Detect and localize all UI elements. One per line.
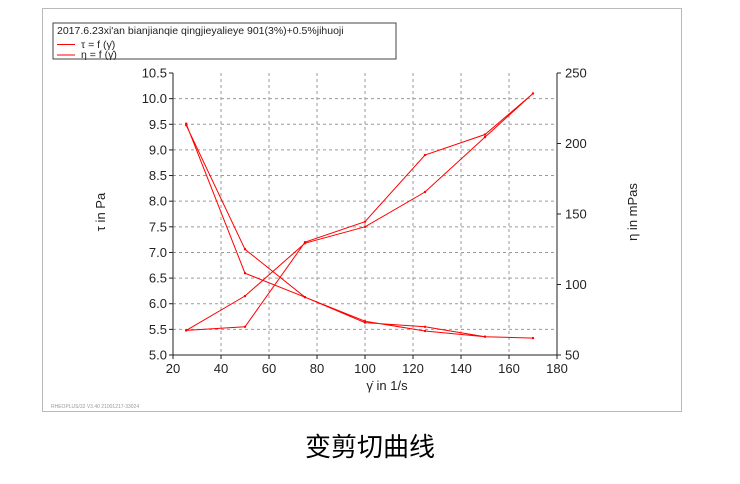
- data-point-eta: [423, 325, 427, 328]
- data-point-tau: [363, 225, 367, 229]
- data-point-tau: [531, 92, 535, 95]
- data-point-tau: [363, 220, 367, 223]
- x-tick-label: 160: [498, 361, 520, 376]
- x-tick-label: 140: [450, 361, 472, 376]
- legend-box: [52, 22, 397, 60]
- data-point-eta: [483, 335, 487, 338]
- y-left-tick-label: 10.5: [142, 66, 167, 81]
- x-tick-label: 100: [354, 361, 376, 376]
- y-left-tick-label: 5.5: [149, 322, 167, 337]
- y-left-tick-label: 9.0: [149, 142, 167, 157]
- data-point-eta: [303, 295, 307, 299]
- watermark: RHEOPLUS/32 V3.40 21001217-33024: [51, 404, 139, 410]
- x-tick-label: 120: [402, 361, 424, 376]
- legend-entry-tau: τ = f (γ̇): [81, 39, 115, 51]
- data-point-eta: [363, 319, 367, 323]
- y-left-tick-label: 8.0: [149, 194, 167, 209]
- figure-caption: 变剪切曲线: [304, 433, 435, 463]
- y-right-axis-title: η in mPas: [625, 183, 640, 241]
- series-line-tau: [185, 93, 534, 331]
- y-left-tick-label: 7.0: [149, 245, 167, 260]
- data-point-tau: [423, 153, 427, 157]
- data-point-tau: [303, 242, 307, 245]
- x-tick-label: 180: [546, 361, 568, 376]
- series-line-eta: [185, 123, 534, 339]
- data-point-eta: [243, 248, 247, 251]
- x-tick-label: 40: [214, 361, 228, 376]
- y-right-tick-label: 150: [565, 207, 587, 222]
- data-point-tau: [423, 190, 427, 194]
- x-tick-label: 60: [262, 361, 276, 376]
- axes-layer: 20 40 60 80 100 120 140 160 180 5.0 5.5 6.0 6.5 7.0 7.…: [142, 66, 587, 377]
- legend-title: 2017.6.23xi'an bianjianqie qingjieyaliey…: [57, 25, 344, 37]
- y-left-axis-title: τ in Pa: [93, 192, 108, 231]
- y-left-tick-label: 5.0: [149, 348, 167, 363]
- y-left-tick-label: 9.5: [149, 117, 167, 132]
- data-point-tau: [243, 325, 247, 328]
- data-point-eta: [243, 272, 247, 275]
- series-layer: [185, 92, 535, 340]
- data-point-tau: [483, 133, 487, 136]
- data-point-tau: [243, 294, 247, 298]
- chart: 20 40 60 80 100 120 140 160 180 5.0 5.5 6.0 6.5 7.0 7.…: [51, 22, 640, 410]
- x-tick-label: 20: [166, 361, 180, 376]
- data-point-eta: [423, 329, 427, 333]
- data-point-eta: [185, 123, 188, 127]
- y-right-tick-label: 50: [565, 348, 579, 363]
- data-point-tau: [185, 329, 188, 332]
- y-left-tick-label: 6.5: [149, 271, 167, 286]
- data-point-eta: [531, 336, 535, 340]
- y-left-tick-label: 10.0: [142, 91, 167, 106]
- grid-layer: [173, 73, 557, 355]
- legend: 2017.6.23xi'an bianjianqie qingjieyaliey…: [52, 22, 397, 61]
- chart-frame: 20 40 60 80 100 120 140 160 180 5.0 5.5 6.0 6.5 7.0 7.…: [42, 8, 682, 412]
- x-axis-title: γ̇ in 1/s: [366, 378, 408, 393]
- legend-entry-eta: η = f (γ̇): [81, 49, 117, 61]
- y-right-tick-label: 100: [565, 277, 587, 292]
- data-point-tau: [483, 135, 487, 139]
- y-right-tick-label: 250: [565, 66, 587, 81]
- x-tick-label: 80: [310, 361, 324, 376]
- y-left-tick-label: 6.0: [149, 296, 167, 311]
- y-left-tick-label: 7.5: [149, 219, 167, 234]
- y-left-tick-label: 8.5: [149, 168, 167, 183]
- y-right-tick-label: 200: [565, 136, 587, 151]
